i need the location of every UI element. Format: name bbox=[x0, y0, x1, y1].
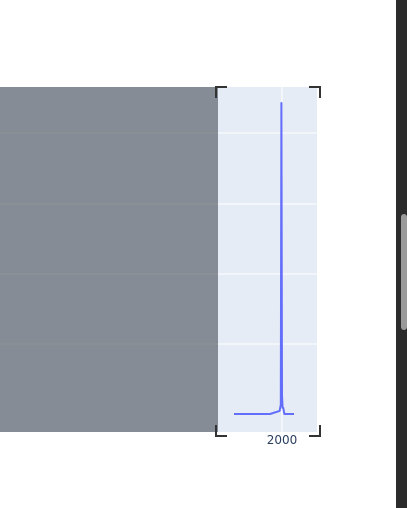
selection-handle-bottom-left[interactable] bbox=[215, 425, 227, 437]
scrollbar-thumb[interactable] bbox=[401, 214, 407, 330]
series-line bbox=[234, 102, 294, 415]
selection-handle-top-left[interactable] bbox=[215, 86, 227, 98]
x-tick-label: 2000 bbox=[266, 433, 298, 447]
selection-shade[interactable] bbox=[0, 87, 218, 432]
selection-handle-bottom-right[interactable] bbox=[309, 425, 321, 437]
selection-handle-top-right[interactable] bbox=[309, 86, 321, 98]
